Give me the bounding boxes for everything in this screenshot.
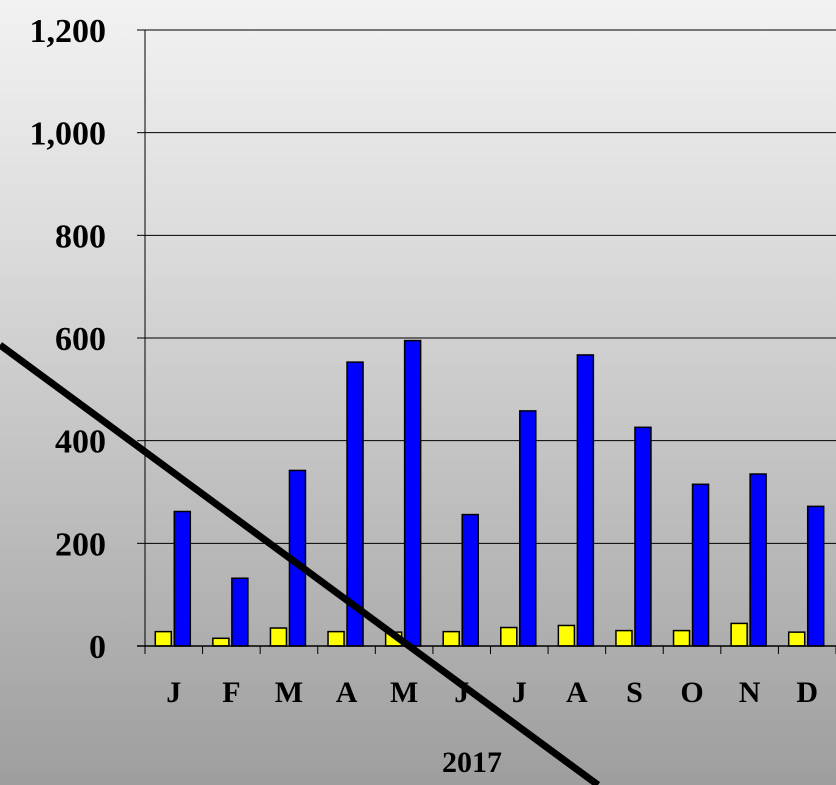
bar-series-2 [806,505,825,647]
bar-series-2 [576,354,595,647]
diagonal-line [0,342,601,785]
bar-series-2 [691,483,710,647]
bar-series-1 [615,629,633,647]
x-tick-label: F [222,676,240,709]
y-tick-label: 1,200 [30,13,107,50]
bar-series-2 [749,473,767,647]
bar-series-1 [672,629,691,647]
bar-series-1 [730,622,748,647]
bar-series-1 [557,624,576,647]
y-tick-label: 1,000 [30,116,107,153]
x-axis-label: 2017 [442,746,502,779]
bars [154,339,825,647]
bar-series-1 [442,630,460,647]
x-tick-label: J [166,676,181,709]
bar-series-1 [787,631,806,647]
y-tick-label: 200 [55,526,106,563]
grid-lines [145,29,836,544]
bar-series-2 [519,410,537,647]
bar-series-1 [212,637,230,647]
bar-series-2 [403,339,422,647]
x-tick-label: O [680,676,703,709]
bar-series-2 [173,510,192,647]
bar-series-1 [327,630,345,647]
bar-series-2 [461,513,479,647]
y-tick-label: 0 [89,629,106,666]
x-tick-label: N [739,676,761,709]
y-tick-label: 400 [55,424,106,461]
x-tick-label: M [390,676,418,709]
bar-series-1 [269,627,288,647]
bar-series-2 [634,426,652,647]
x-tick-label: A [566,676,588,709]
y-tick-label: 600 [55,321,106,358]
x-tick-label: S [626,676,643,709]
x-tick-label: A [336,676,358,709]
y-tick-label: 800 [55,218,106,255]
bar-series-1 [500,626,518,647]
x-tick-label: M [275,676,303,709]
axes [137,29,836,654]
x-tick-label: J [512,676,527,709]
y-tick-labels: 0 200 400 600 800 1,000 1,200 [30,13,107,666]
bar-series-2 [231,577,249,647]
x-tick-label: D [796,676,818,709]
bar-series-1 [154,630,173,647]
